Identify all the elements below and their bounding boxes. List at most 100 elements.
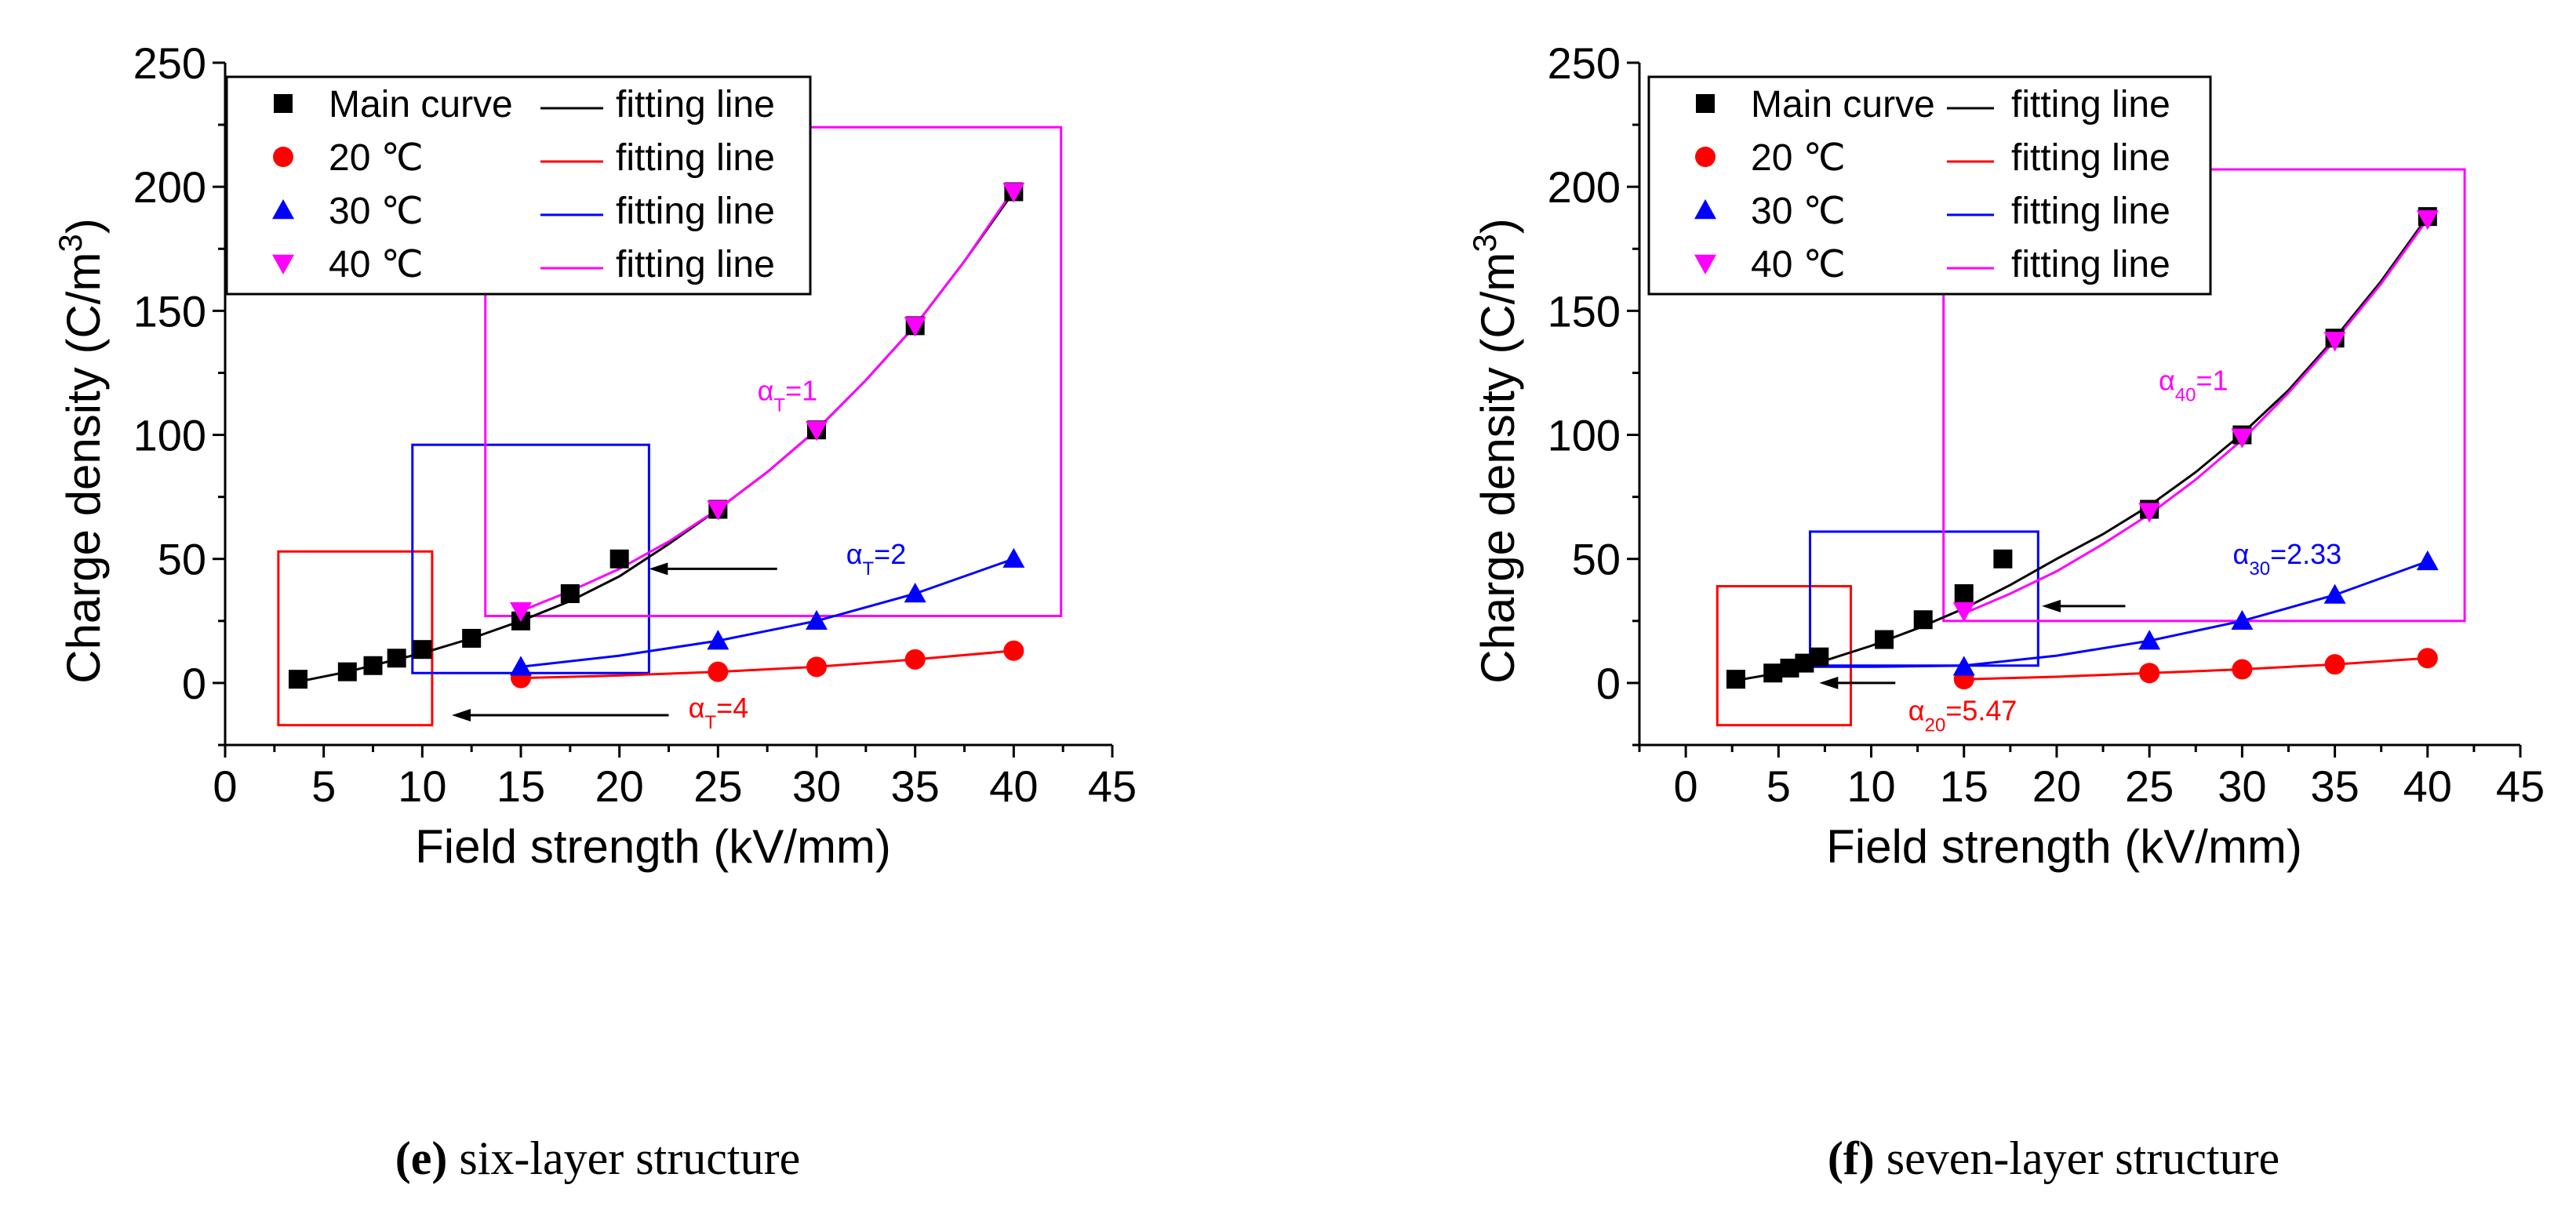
chart-e-fitting-lines bbox=[297, 188, 1015, 683]
chart-f-fitting-line bbox=[1963, 656, 2428, 681]
chart-e-fitting-line bbox=[520, 649, 1014, 680]
chart-e-data-point bbox=[707, 500, 730, 521]
chart-e-data-point bbox=[609, 549, 629, 569]
chart-e-fitting-line bbox=[520, 188, 1015, 612]
chart-f-x-tick-label: 40 bbox=[2403, 761, 2452, 811]
chart-e-caption: (e) six-layer structure bbox=[395, 1132, 800, 1184]
chart-e-x-axis-label: Field strength (kV/mm) bbox=[415, 820, 891, 873]
chart-f-data-point bbox=[2231, 428, 2254, 449]
chart-f-y-tick-label: 150 bbox=[1548, 286, 1621, 336]
chart-f-x-tick-label: 15 bbox=[1940, 761, 1988, 811]
chart-e-x-tick-label: 40 bbox=[989, 761, 1038, 811]
chart-e-data-point bbox=[560, 584, 580, 604]
chart-f-data-point bbox=[2323, 332, 2346, 352]
chart-f-x-tick-label: 5 bbox=[1766, 761, 1791, 811]
chart-f-legend-entry-label: 20 ℃ bbox=[1751, 137, 1846, 179]
chart-f-x-tick-label: 20 bbox=[2032, 761, 2081, 811]
chart-e-x-tick-label: 30 bbox=[792, 761, 841, 811]
chart-f-legend: Main curve 20 ℃ 30 ℃ 40 ℃ fitting line f… bbox=[1647, 75, 2212, 296]
chart-f-annotation-alpha-sub: 30 bbox=[2249, 558, 2270, 580]
chart-f-arrow-head bbox=[1819, 676, 1839, 689]
chart-e-legend-line-label: fitting line bbox=[616, 84, 775, 125]
chart-e-data-point bbox=[387, 649, 406, 668]
chart-e-data-point bbox=[708, 661, 729, 682]
chart-f-annotation-alpha-value: =2.33 bbox=[2270, 538, 2341, 570]
chart-e-y-tick-label: 50 bbox=[158, 535, 206, 584]
chart-e-annotation-alpha-value: =2 bbox=[874, 538, 906, 570]
chart-e-data-point bbox=[288, 670, 307, 689]
chart-e-legend-marker bbox=[272, 199, 294, 220]
chart-f-caption: (f) seven-layer structure bbox=[1828, 1132, 2279, 1184]
chart-e-x-tick-label: 15 bbox=[497, 761, 545, 811]
chart-e-annotation-alpha-value: =4 bbox=[716, 692, 748, 724]
chart-f-data-point bbox=[2139, 663, 2160, 684]
chart-e-data-point bbox=[1002, 183, 1025, 203]
chart-f-arrow bbox=[2042, 599, 2126, 612]
chart-f-fitting-lines bbox=[1735, 216, 2429, 682]
chart-e-legend-entry-label: 20 ℃ bbox=[329, 137, 424, 179]
chart-f-data-point bbox=[2138, 503, 2161, 523]
chart-e-data-point bbox=[462, 628, 482, 648]
chart-e-y-axis-label-sup: 3 bbox=[52, 234, 89, 252]
chart-f-y-tick-label: 100 bbox=[1548, 411, 1621, 460]
chart-e-legend-marker bbox=[274, 94, 293, 113]
chart-e-arrow-head bbox=[452, 709, 471, 722]
chart-e-x-tick-label: 5 bbox=[311, 761, 336, 811]
chart-f-data-point bbox=[1726, 670, 1745, 689]
chart-f-data-point bbox=[2416, 550, 2439, 571]
chart-e-x-tick-label: 10 bbox=[398, 761, 446, 811]
chart-f-data-point bbox=[2138, 630, 2161, 650]
chart-f-data-point bbox=[1875, 630, 1894, 649]
chart-e-arrows bbox=[452, 562, 777, 722]
chart-e-legend-marker bbox=[273, 147, 293, 167]
chart-f-x-axis-label: Field strength (kV/mm) bbox=[1826, 820, 2302, 873]
chart-panel-f: 0 5 10 15 20 25 30 35 40 45 0 50 100 150… bbox=[1466, 38, 2545, 1184]
chart-e-fitting-line bbox=[520, 558, 1014, 668]
chart-e-annotation-alpha: αT=4 bbox=[689, 692, 749, 733]
chart-f-caption-text: seven-layer structure bbox=[1875, 1132, 2279, 1184]
chart-f-y-tick-label: 250 bbox=[1548, 38, 1621, 88]
chart-f-y-axis-label: Charge density (C/m3) bbox=[1466, 218, 1525, 684]
chart-f-axes bbox=[1627, 61, 2522, 758]
chart-e-y-axis-label-close: ) bbox=[57, 218, 110, 234]
chart-f-data-point bbox=[1810, 647, 1829, 667]
chart-e-annotation-alpha-value: =1 bbox=[785, 374, 817, 406]
chart-f-annotation-alpha: α40=1 bbox=[2159, 365, 2229, 405]
chart-e-y-tick-label: 100 bbox=[133, 411, 206, 460]
chart-e-data-point bbox=[363, 656, 383, 675]
chart-e-y-tick-label: 200 bbox=[133, 162, 206, 212]
chart-e-data-points bbox=[288, 182, 1025, 689]
chart-f-y-tick-label: 50 bbox=[1572, 535, 1621, 584]
chart-f-y-tick-label: 0 bbox=[1596, 659, 1621, 708]
chart-f-highlight-box bbox=[1716, 585, 1853, 727]
chart-panel-e: 0 5 10 15 20 25 30 35 40 45 0 50 100 150… bbox=[52, 38, 1137, 1184]
chart-f-x-tick-label: 10 bbox=[1846, 761, 1895, 811]
chart-f-legend-entry-label: Main curve bbox=[1751, 84, 1935, 125]
chart-f-annotation-alpha: α20=5.47 bbox=[1908, 694, 2018, 736]
chart-e-caption-label: (e) bbox=[395, 1132, 448, 1184]
chart-f-annotation-alpha: α30=2.33 bbox=[2233, 538, 2342, 580]
chart-e-x-tick-label: 20 bbox=[595, 761, 644, 811]
chart-e-y-tick-label: 150 bbox=[133, 286, 206, 336]
chart-f-annotation-alpha-base: α bbox=[1908, 694, 1925, 726]
chart-f-legend-marker bbox=[1696, 94, 1715, 113]
chart-f-data-point bbox=[2323, 583, 2346, 604]
chart-e-y-tick-label: 250 bbox=[133, 38, 206, 88]
chart-f-fitting-line bbox=[1735, 216, 2429, 682]
chart-e-annotation-alpha-sub: T bbox=[704, 712, 716, 733]
chart-f-legend-line-label: fitting line bbox=[2011, 84, 2170, 125]
chart-f-annotation-alpha-base: α bbox=[2233, 538, 2250, 570]
chart-e-y-tick-label: 0 bbox=[182, 659, 206, 708]
chart-e-legend-entry-label: 30 ℃ bbox=[329, 191, 424, 232]
chart-f-data-point bbox=[1763, 663, 1783, 683]
chart-f-data-point bbox=[2417, 648, 2438, 669]
chart-e-data-point bbox=[1002, 547, 1025, 568]
chart-e-highlight-box bbox=[277, 550, 434, 727]
chart-f-data-point bbox=[2232, 659, 2253, 680]
chart-f-caption-label: (f) bbox=[1828, 1132, 1875, 1184]
chart-f-y-axis-label-sup: 3 bbox=[1466, 234, 1503, 252]
chart-e-data-point bbox=[904, 649, 926, 670]
chart-e-annotation-alpha: αT=1 bbox=[758, 374, 818, 415]
chart-f-x-tick-label: 30 bbox=[2218, 761, 2266, 811]
chart-e-annotation-alpha-sub: T bbox=[863, 558, 875, 580]
